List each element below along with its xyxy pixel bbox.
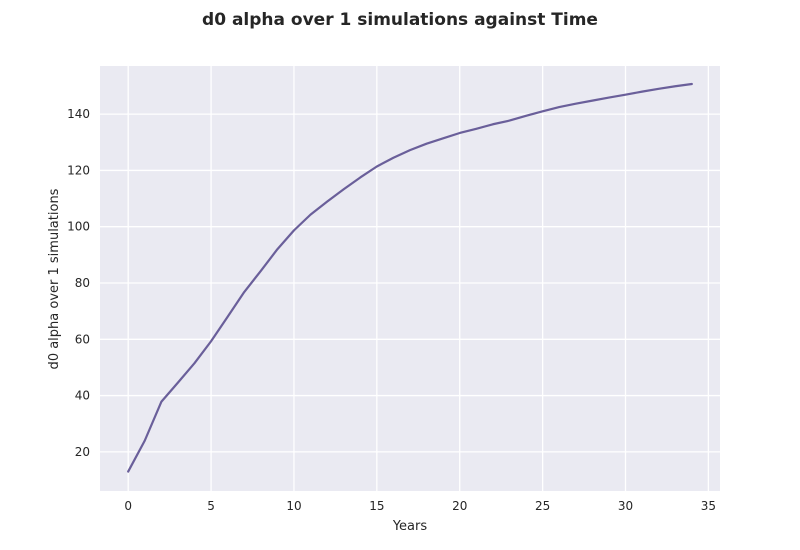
y-tick-label: 60 [75,332,90,346]
x-tick-label: 10 [286,499,301,513]
grid-lines [100,66,720,491]
y-tick-label: 120 [67,163,90,177]
chart-title: d0 alpha over 1 simulations against Time [202,10,598,30]
y-axis-ticks: 20 40 60 80 100 120 140 [67,107,90,459]
x-tick-label: 0 [124,499,132,513]
y-axis-label: d0 alpha over 1 simulations [47,188,62,369]
series-line [127,82,693,473]
x-tick-label: 20 [452,499,467,513]
x-tick-label: 25 [535,499,550,513]
x-axis-label: Years [392,519,428,534]
x-tick-label: 5 [207,499,215,513]
y-tick-label: 20 [75,445,90,459]
y-tick-label: 80 [75,276,90,290]
y-tick-label: 40 [75,389,90,403]
x-tick-label: 35 [701,499,716,513]
plot-area [100,66,720,491]
y-tick-label: 100 [67,220,90,234]
x-tick-label: 30 [618,499,633,513]
y-tick-label: 140 [67,107,90,121]
x-axis-ticks: 0 5 10 15 20 25 30 35 [124,499,716,513]
series-layer [127,82,693,473]
x-tick-label: 15 [369,499,384,513]
